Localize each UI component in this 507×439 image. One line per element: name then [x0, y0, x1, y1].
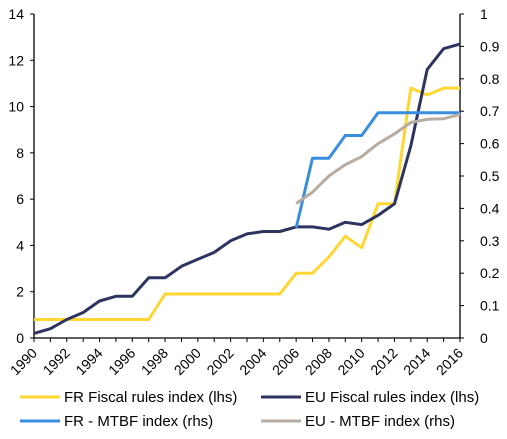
- y-right-tick-label: 0.5: [480, 168, 500, 184]
- series-line-1: [34, 86, 460, 321]
- y-left-tick-label: 6: [16, 191, 24, 207]
- y-right-tick-label: 0.2: [480, 265, 500, 281]
- x-tick-label: 2008: [302, 345, 335, 378]
- x-tick-label: 1996: [105, 345, 138, 378]
- x-tick-label: 2012: [367, 345, 400, 378]
- x-tick-label: 2000: [171, 345, 204, 378]
- legend-label-2: EU Fiscal rules index (lhs): [305, 389, 479, 406]
- y-left-tick-label: 4: [16, 237, 24, 253]
- x-tick-label: 2016: [433, 345, 466, 378]
- y-right-tick-label: 0.8: [480, 71, 500, 87]
- x-tick-label: 2002: [203, 345, 236, 378]
- x-tick-label: 1992: [40, 345, 73, 378]
- x-tick-label: 1994: [72, 345, 105, 378]
- x-tick-label: 1998: [138, 345, 171, 378]
- y-right-tick-label: 0.6: [480, 136, 500, 152]
- x-tick-label: 2006: [269, 345, 302, 378]
- y-right-tick-label: 0: [480, 330, 488, 346]
- legend-label-3: FR - MTBF index (rhs): [64, 413, 213, 430]
- y-left-tick-label: 14: [8, 6, 24, 22]
- y-right-tick-label: 0.7: [480, 103, 500, 119]
- series-line-4: [295, 112, 461, 205]
- y-right-tick-label: 0.4: [480, 200, 500, 216]
- series-line-2: [33, 42, 461, 335]
- x-tick-label: 2010: [334, 345, 367, 378]
- y-left-tick-label: 10: [8, 99, 24, 115]
- x-tick-label: 1990: [7, 345, 40, 378]
- legend-label-4: EU - MTBF index (rhs): [305, 413, 455, 430]
- y-left-tick-label: 12: [8, 52, 24, 68]
- y-left-tick-label: 0: [16, 330, 24, 346]
- series-line-3: [294, 111, 460, 229]
- x-tick-label: 2004: [236, 345, 269, 378]
- x-tick-label: 2014: [400, 345, 433, 378]
- y-left-tick-label: 2: [16, 284, 24, 300]
- y-right-tick-label: 1: [480, 6, 488, 22]
- legend-label-1: FR Fiscal rules index (lhs): [64, 389, 237, 406]
- y-right-tick-label: 0.9: [480, 38, 500, 54]
- y-right-tick-label: 0.1: [480, 298, 500, 314]
- y-left-tick-label: 8: [16, 145, 24, 161]
- y-right-tick-label: 0.3: [480, 233, 500, 249]
